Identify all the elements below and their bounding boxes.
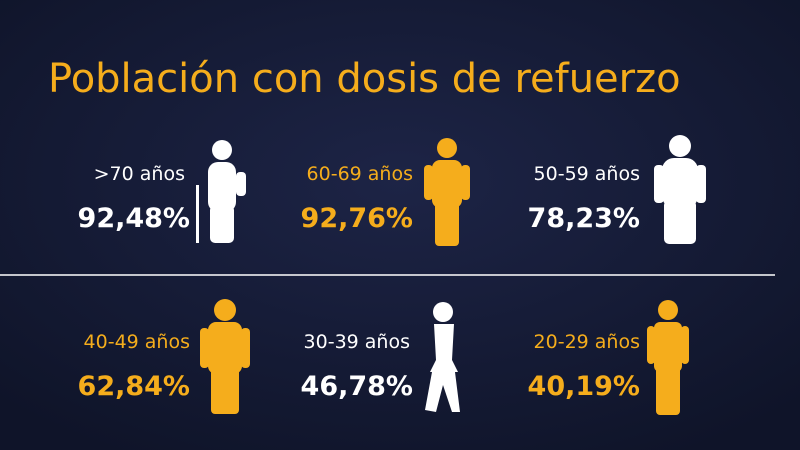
group-value: 40,19% (528, 371, 640, 402)
group-label: 40-49 años (84, 331, 190, 353)
group-label: 50-59 años (534, 163, 640, 185)
title: Población con dosis de refuerzo (48, 56, 681, 102)
group-value: 62,84% (78, 371, 190, 402)
group-label: 30-39 años (304, 331, 410, 353)
figure (196, 140, 246, 243)
group-label: 20-29 años (534, 331, 640, 353)
figure (647, 300, 689, 415)
group-value: 46,78% (301, 371, 413, 402)
figure (654, 135, 706, 244)
group-value: 78,23% (528, 203, 640, 234)
group-value: 92,76% (301, 203, 413, 234)
figure (200, 299, 250, 414)
figure (425, 302, 460, 412)
group-value: 92,48% (78, 203, 190, 234)
group-label: >70 años (94, 163, 185, 185)
figure (424, 138, 470, 246)
group-label: 60-69 años (307, 163, 413, 185)
